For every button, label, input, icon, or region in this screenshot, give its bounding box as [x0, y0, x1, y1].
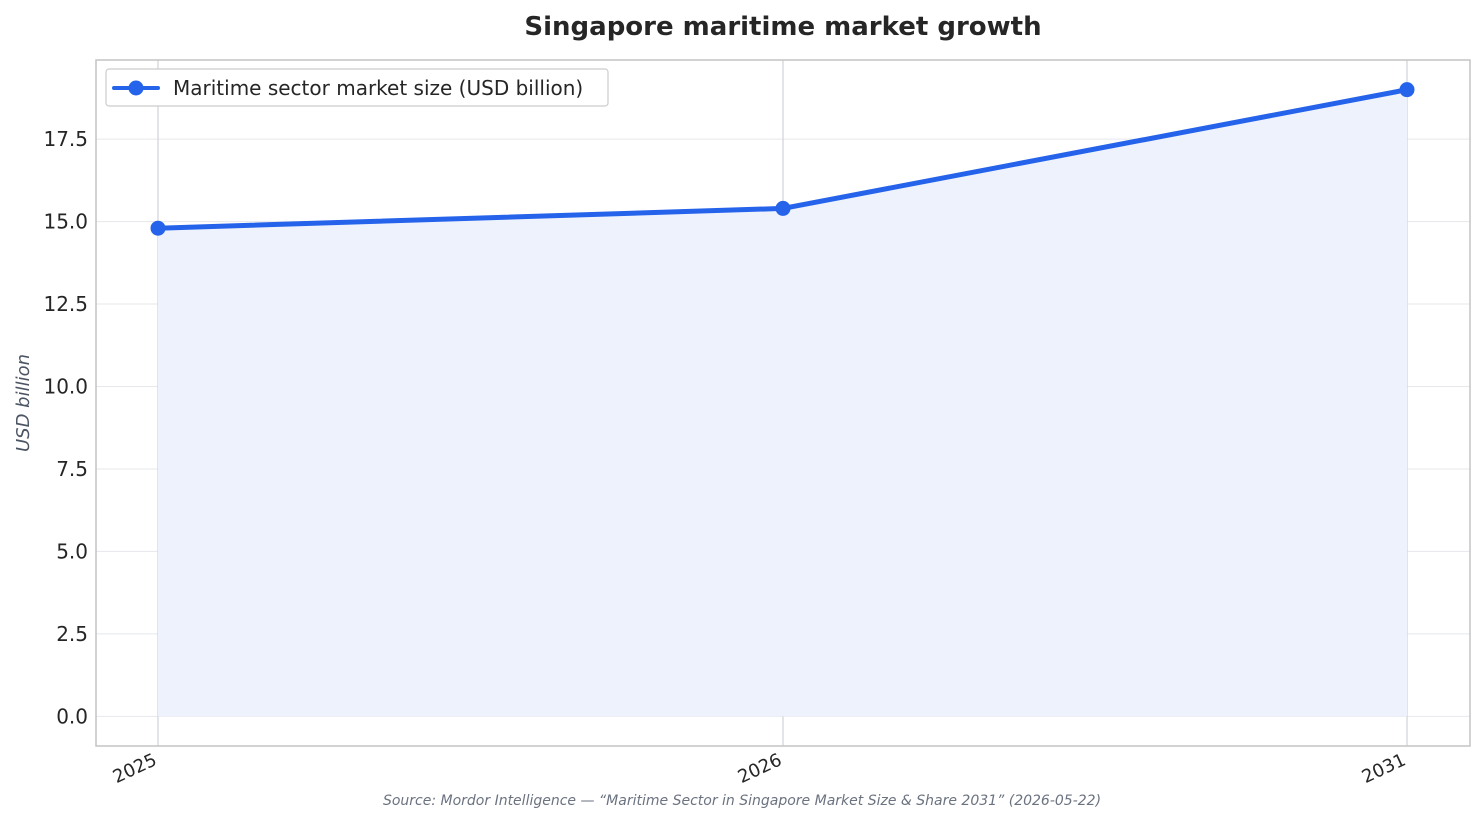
plot-frame	[95, 59, 1471, 747]
legend-entry-label: Maritime sector market size (USD billion…	[173, 76, 583, 100]
y-axis-ticks: 0.0 2.5 5.0 7.5 10.0 12.5 15.0 17.5	[43, 127, 88, 728]
y-tick-label: 10.0	[43, 375, 88, 399]
area-fill-layer	[158, 89, 1407, 717]
y-tick-label: 17.5	[43, 127, 88, 151]
y-axis-label: USD billion	[13, 354, 34, 452]
legend-box	[105, 68, 609, 107]
legend-marker-swatch	[128, 80, 144, 96]
x-tick-label: 2026	[735, 749, 785, 787]
source-note: Source: Mordor Intelligence — “Maritime …	[383, 793, 1101, 809]
legend: Maritime sector market size (USD billion…	[105, 68, 609, 107]
y-tick-label: 7.5	[56, 457, 88, 481]
data-points	[150, 82, 1415, 236]
x-tick-label: 2031	[1359, 749, 1409, 787]
data-point	[150, 220, 166, 236]
data-point	[775, 200, 791, 216]
y-tick-label: 0.0	[56, 704, 88, 728]
data-point	[1399, 82, 1415, 98]
chart-title: Singapore maritime market growth	[524, 12, 1041, 42]
y-tick-label: 15.0	[43, 210, 88, 234]
y-tick-label: 2.5	[56, 622, 88, 646]
y-tick-label: 12.5	[43, 292, 88, 316]
y-tick-label: 5.0	[56, 539, 88, 563]
x-axis-ticks: 2025 2026 2031	[110, 749, 1409, 787]
x-tick-label: 2025	[110, 749, 160, 787]
area-fill	[158, 89, 1407, 717]
